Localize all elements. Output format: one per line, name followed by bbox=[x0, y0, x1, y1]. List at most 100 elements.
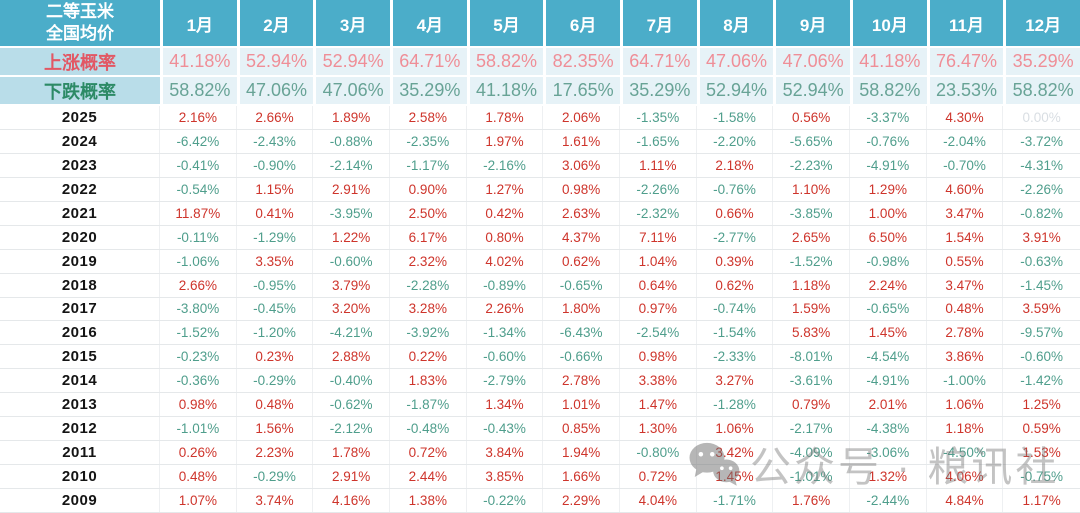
value-cell: -0.75% bbox=[1020, 469, 1064, 485]
fall-probability-value-cell: 35.29% bbox=[389, 77, 467, 104]
value-cell: 4.84% bbox=[927, 489, 1004, 512]
value-cell: -0.89% bbox=[467, 273, 544, 297]
year-row: 2024 -6.42% -2.43% -0.88% -2.35% 1.97% 1.61% -1… bbox=[0, 129, 1080, 154]
year-label: 2020 bbox=[0, 225, 160, 249]
value-cell: 2.23% bbox=[237, 441, 314, 465]
value-cell: 0.72% bbox=[390, 441, 467, 465]
value-cell: -6.43% bbox=[543, 321, 620, 345]
year-row: 2025 2.16% 2.66% 1.89% 2.58% 1.78% 2.06% -1.35%… bbox=[0, 106, 1080, 130]
value-cell: -0.29% bbox=[237, 465, 314, 488]
fall-probability-value-cell: 52.94% bbox=[773, 77, 850, 104]
value-cell: -4.21% bbox=[313, 321, 390, 345]
year-row: 2023 -0.41% -0.90% -2.14% -1.17% -2.16% 3.06% 1… bbox=[0, 153, 1080, 178]
value-cell: -4.50% bbox=[927, 441, 1004, 465]
value-cell: 2.58% bbox=[390, 106, 467, 129]
year-label: 2011 bbox=[0, 441, 160, 465]
value-cell: -0.60% bbox=[1020, 349, 1064, 365]
value-cell: -2.14% bbox=[313, 153, 390, 177]
rise-probability-value-cell: 41.18% bbox=[849, 48, 927, 75]
value-cell: 2.16% bbox=[160, 106, 237, 129]
value-cell: -1.06% bbox=[160, 249, 237, 273]
year-label: 2025 bbox=[0, 106, 160, 129]
value-cell: 3.27% bbox=[697, 369, 774, 393]
fall-probability-value-cell: 41.18% bbox=[466, 77, 544, 104]
value-cell: -9.57% bbox=[1020, 325, 1064, 341]
value-cell: 1.56% bbox=[237, 417, 314, 441]
value-cell: -3.80% bbox=[160, 297, 237, 321]
year-label: 2024 bbox=[0, 129, 160, 153]
value-cell: 0.80% bbox=[467, 225, 544, 249]
value-cell: 1.47% bbox=[620, 393, 697, 417]
fall-probability-value-cell: 58.82% bbox=[1003, 77, 1080, 104]
value-cell: 1.78% bbox=[313, 441, 390, 465]
value-cell: 0.66% bbox=[697, 201, 774, 225]
year-row: 2013 0.98% 0.48% -0.62% -1.87% 1.34% 1.01% 1.47… bbox=[0, 393, 1080, 418]
value-cell: -0.70% bbox=[927, 153, 1004, 177]
value-cell: 3.38% bbox=[620, 369, 697, 393]
value-cell: 1.18% bbox=[927, 417, 1004, 441]
rise-probability-value-cell: 52.94% bbox=[236, 48, 314, 75]
value-cell: -2.04% bbox=[927, 129, 1004, 153]
rise-probability-value-cell: 82.35% bbox=[543, 48, 620, 75]
value-cell: -0.60% bbox=[467, 345, 544, 369]
month-header-cell: 9月 bbox=[773, 0, 850, 46]
fall-probability-label: 下跌概率 bbox=[0, 77, 160, 104]
year-label: 2017 bbox=[0, 297, 160, 321]
value-cell: -3.61% bbox=[773, 369, 850, 393]
value-cell: 1.45% bbox=[850, 321, 927, 345]
value-cell: 7.11% bbox=[620, 225, 697, 249]
value-cell: 0.23% bbox=[237, 345, 314, 369]
value-cell: 2.24% bbox=[850, 273, 927, 297]
rise-probability-row: 上涨概率 41.18% 52.94% 52.94% 64.71% 58.82% 82.35%… bbox=[0, 48, 1080, 75]
value-cell: -3.37% bbox=[850, 106, 927, 129]
month-header-cell: 6月 bbox=[543, 0, 620, 46]
value-cell: -1.01% bbox=[160, 417, 237, 441]
rise-probability-label: 上涨概率 bbox=[0, 48, 160, 75]
rise-probability-value-cell: 47.06% bbox=[696, 48, 774, 75]
value-cell: 2.66% bbox=[160, 273, 237, 297]
value-cell: 4.30% bbox=[927, 106, 1004, 129]
year-row: 2020 -0.11% -1.29% 1.22% 6.17% 0.80% 4.37% 7.11… bbox=[0, 225, 1080, 250]
value-cell: 2.32% bbox=[390, 249, 467, 273]
value-cell: -0.65% bbox=[850, 297, 927, 321]
value-cell: 3.35% bbox=[237, 249, 314, 273]
value-cell: 2.88% bbox=[313, 345, 390, 369]
year-label: 2023 bbox=[0, 153, 160, 177]
value-cell: 0.85% bbox=[543, 417, 620, 441]
value-cell: -3.06% bbox=[850, 441, 927, 465]
value-cell: -1.42% bbox=[1020, 373, 1064, 389]
year-label: 2010 bbox=[0, 465, 160, 488]
value-cell: 2.91% bbox=[313, 465, 390, 488]
value-cell: -2.12% bbox=[313, 417, 390, 441]
year-row: 2011 0.26% 2.23% 1.78% 0.72% 3.84% 1.94% -0.80%… bbox=[0, 441, 1080, 466]
value-cell: -3.72% bbox=[1020, 133, 1064, 149]
year-label: 2013 bbox=[0, 393, 160, 417]
value-cell: 11.87% bbox=[160, 201, 237, 225]
value-cell: 2.91% bbox=[313, 177, 390, 201]
value-cell: 0.48% bbox=[927, 297, 1004, 321]
value-cell: -2.54% bbox=[620, 321, 697, 345]
value-cell: -0.23% bbox=[160, 345, 237, 369]
value-cell: 1.54% bbox=[927, 225, 1004, 249]
value-cell: -2.77% bbox=[697, 225, 774, 249]
value-cell: -4.09% bbox=[773, 441, 850, 465]
year-label: 2022 bbox=[0, 177, 160, 201]
corner-header-line2: 全国均价 bbox=[46, 24, 114, 43]
value-cell: -0.41% bbox=[160, 153, 237, 177]
year-label: 2015 bbox=[0, 345, 160, 369]
rise-probability-value-cell: 52.94% bbox=[313, 48, 390, 75]
value-cell: 2.78% bbox=[543, 369, 620, 393]
rise-probability-value-cell: 41.18% bbox=[160, 48, 237, 75]
value-cell: 0.98% bbox=[160, 393, 237, 417]
fall-probability-value-cell: 35.29% bbox=[619, 77, 697, 104]
value-cell: 0.48% bbox=[160, 465, 237, 488]
value-cell: 1.97% bbox=[467, 129, 544, 153]
value-cell: 1.00% bbox=[850, 201, 927, 225]
value-cell: 0.79% bbox=[773, 393, 850, 417]
value-cell: 6.17% bbox=[390, 225, 467, 249]
value-cell: -2.23% bbox=[773, 153, 850, 177]
value-cell: -1.00% bbox=[927, 369, 1004, 393]
value-cell: 1.17% bbox=[1022, 492, 1061, 508]
value-cell: 4.37% bbox=[543, 225, 620, 249]
